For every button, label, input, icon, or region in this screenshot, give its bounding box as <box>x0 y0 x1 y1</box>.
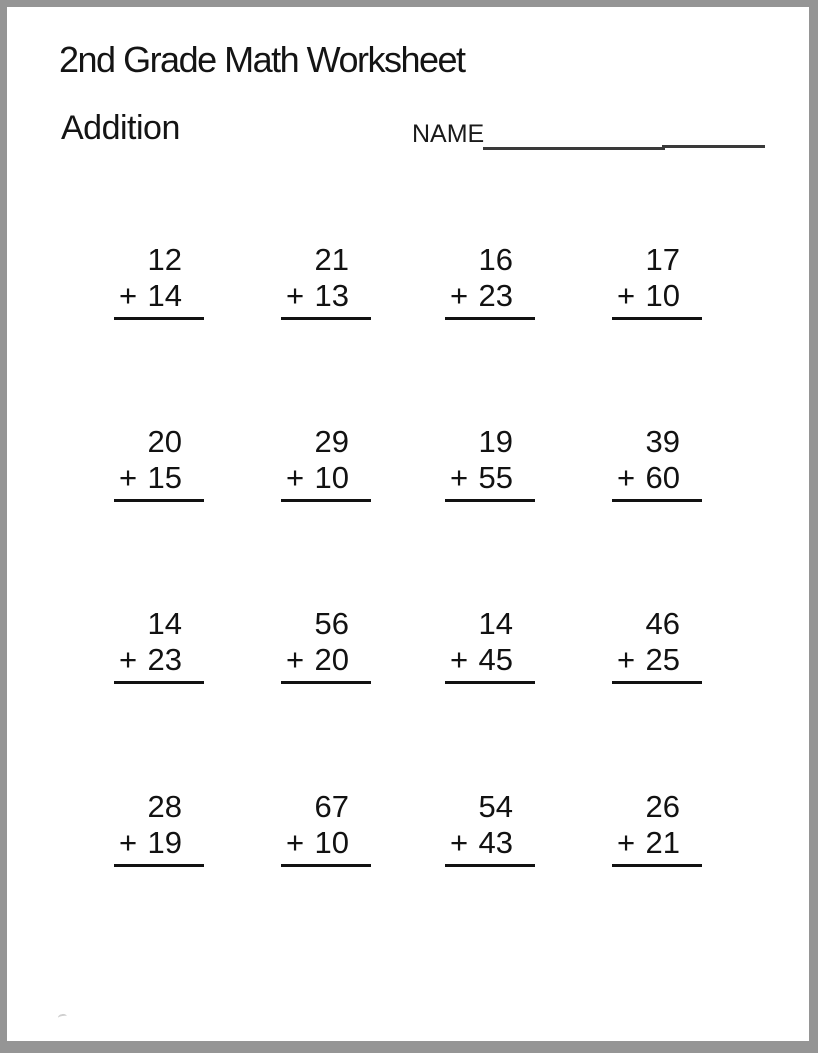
addend-top: 17 <box>645 242 680 277</box>
plus-sign: + <box>617 642 636 677</box>
addend-top: 14 <box>478 606 513 641</box>
plus-sign: + <box>450 278 469 313</box>
plus-sign: + <box>286 460 305 495</box>
addend-bottom: 20 <box>314 642 349 677</box>
plus-sign: + <box>450 825 469 860</box>
addend-bottom: 21 <box>645 825 680 860</box>
addend-top: 20 <box>147 424 182 459</box>
plus-sign: + <box>617 278 636 313</box>
addend-bottom: 43 <box>478 825 513 860</box>
name-blank-line <box>483 147 665 150</box>
plus-sign: + <box>617 460 636 495</box>
addend-top: 16 <box>478 242 513 277</box>
plus-sign: + <box>450 460 469 495</box>
problem-cell: 19 +55 <box>445 424 535 502</box>
problem-cell: 26 +21 <box>612 789 702 867</box>
problem-cell: 29 +10 <box>281 424 371 502</box>
section-title: Addition <box>61 109 180 147</box>
addend-bottom: 10 <box>314 825 349 860</box>
addend-bottom: 15 <box>147 460 182 495</box>
plus-sign: + <box>286 825 305 860</box>
problem-cell: 14 +45 <box>445 606 535 684</box>
plus-sign: + <box>119 642 138 677</box>
addend-bottom: 23 <box>147 642 182 677</box>
plus-sign: + <box>286 278 305 313</box>
problem-cell: 67 +10 <box>281 789 371 867</box>
plus-sign: + <box>119 825 138 860</box>
addend-top: 12 <box>147 242 182 277</box>
problem-cell: 54 +43 <box>445 789 535 867</box>
problem-cell: 28 +19 <box>114 789 204 867</box>
addend-top: 26 <box>645 789 680 824</box>
addend-bottom: 45 <box>478 642 513 677</box>
problem-cell: 39 +60 <box>612 424 702 502</box>
scan-smudge-artifact <box>57 1013 68 1021</box>
page-title: 2nd Grade Math Worksheet <box>59 39 466 80</box>
plus-sign: + <box>450 642 469 677</box>
addend-top: 56 <box>314 606 349 641</box>
addend-bottom: 14 <box>147 278 182 313</box>
addend-bottom: 23 <box>478 278 513 313</box>
addend-bottom: 25 <box>645 642 680 677</box>
problem-cell: 17 +10 <box>612 242 702 320</box>
addend-bottom: 55 <box>478 460 513 495</box>
addend-top: 28 <box>147 789 182 824</box>
plus-sign: + <box>617 825 636 860</box>
addend-bottom: 10 <box>645 278 680 313</box>
plus-sign: + <box>119 460 138 495</box>
problem-cell: 21 +13 <box>281 242 371 320</box>
addend-top: 21 <box>314 242 349 277</box>
problem-cell: 56 +20 <box>281 606 371 684</box>
addend-top: 19 <box>478 424 513 459</box>
addend-bottom: 13 <box>314 278 349 313</box>
addend-top: 39 <box>645 424 680 459</box>
addend-top: 29 <box>314 424 349 459</box>
name-label: NAME <box>412 120 485 148</box>
problem-cell: 20 +15 <box>114 424 204 502</box>
addend-top: 14 <box>147 606 182 641</box>
problem-cell: 46 +25 <box>612 606 702 684</box>
addend-top: 67 <box>314 789 349 824</box>
addend-top: 54 <box>478 789 513 824</box>
addend-bottom: 19 <box>147 825 182 860</box>
addend-bottom: 60 <box>645 460 680 495</box>
addend-top: 46 <box>645 606 680 641</box>
problem-cell: 16 +23 <box>445 242 535 320</box>
worksheet-page: 2nd Grade Math Worksheet Addition NAME 1… <box>7 7 809 1041</box>
problem-cell: 12 +14 <box>114 242 204 320</box>
plus-sign: + <box>286 642 305 677</box>
plus-sign: + <box>119 278 138 313</box>
problem-cell: 14 +23 <box>114 606 204 684</box>
name-blank-line-segment <box>662 145 765 148</box>
addend-bottom: 10 <box>314 460 349 495</box>
